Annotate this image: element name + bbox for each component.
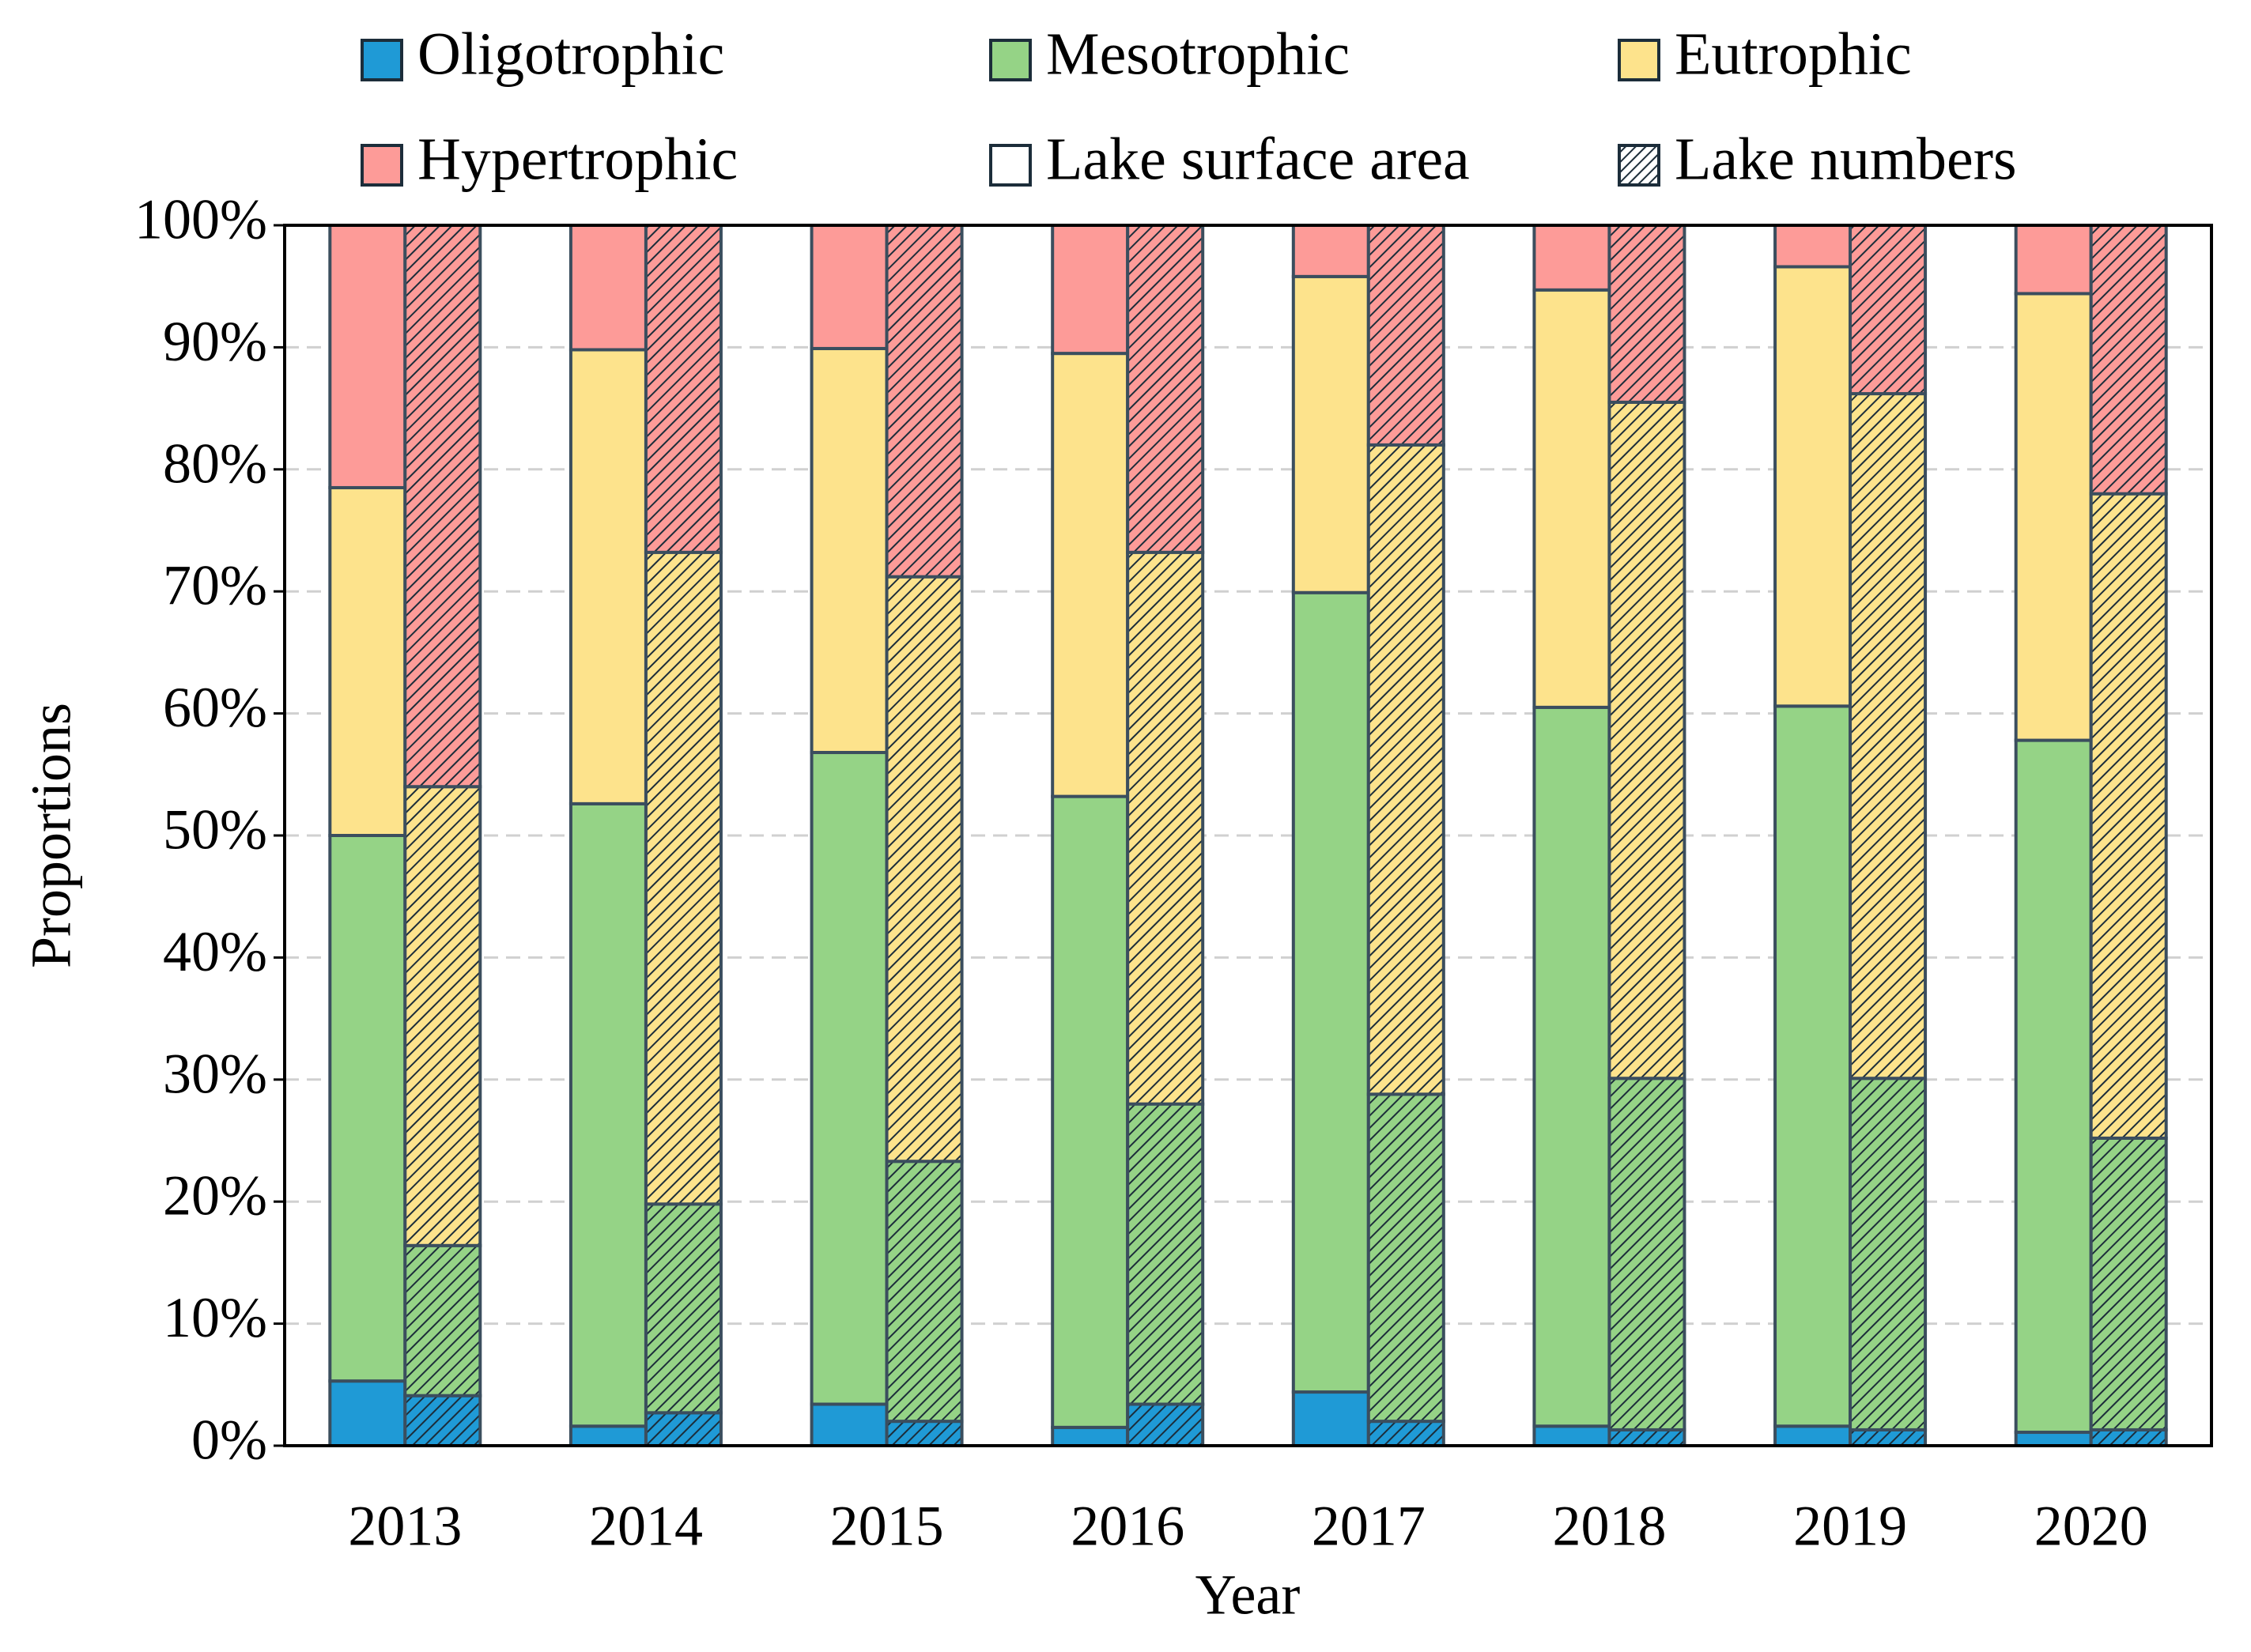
bar-segment [885,224,964,579]
x-tick-label: 2017 [1312,1495,1426,1558]
y-tick-label: 70% [163,554,267,617]
bar-segment [1126,224,1205,554]
bar-segment [403,785,482,1247]
bar-segment [1607,1077,1686,1431]
bar-segment [885,1420,964,1447]
bar-segment [1773,704,1853,1428]
bar-segment [1532,288,1611,709]
bar-segment [810,346,889,755]
bar-segment [2089,1136,2168,1431]
bar-segment [1126,1102,1205,1406]
legend-label: Lake surface area [1046,126,1470,192]
bar-segment [568,348,648,805]
x-axis-title: Year [1195,1563,1301,1627]
y-tick-label: 100% [134,188,267,251]
bar-segment [328,1379,407,1447]
y-axis-title: Proportions [20,703,83,968]
bar-segment [2089,224,2168,496]
bar-segment [1126,550,1205,1106]
bar-segment [403,1394,482,1448]
bar-segment [2014,738,2093,1435]
legend-label: Eutrophic [1675,21,1912,87]
bar-segment [1051,1425,1130,1447]
bar-segment [1126,1402,1205,1448]
legend-swatch [1618,39,1660,81]
bar-segment [1532,705,1611,1428]
bar-segment [1849,224,1928,396]
x-tick-label: 2013 [348,1495,462,1558]
y-tick-label: 50% [163,798,267,862]
bar-segment [1051,352,1130,798]
bar-segment [2089,492,2168,1140]
bar-segment [1607,1428,1686,1447]
bar-segment [1849,1428,1928,1447]
y-tick-label: 90% [163,310,267,373]
bar-segment [1607,224,1686,404]
bar-segment [403,224,482,789]
bar-segment [1291,274,1370,594]
y-tick-label: 60% [163,676,267,739]
bar-segment [328,834,407,1383]
x-tick-label: 2020 [2034,1495,2148,1558]
bar-segment [1366,1420,1445,1447]
bar-segment [1366,224,1445,447]
bar-segment [1051,794,1130,1429]
bar-segment [568,801,648,1428]
bar-segment [1366,1092,1445,1424]
x-tick-label: 2014 [589,1495,703,1558]
bar-segment [1532,224,1611,292]
bar-segment [1291,590,1370,1394]
bar-segment [1366,443,1445,1096]
legend-label: Oligotrophic [417,21,724,87]
bar-segment [644,550,723,1206]
bar-segment [2014,224,2093,296]
y-tick-label: 0% [191,1409,267,1472]
bar-segment [885,1160,964,1424]
bar-segment [1773,265,1853,708]
bar-segment [885,575,964,1164]
x-tick-label: 2015 [830,1495,944,1558]
y-tick-label: 20% [163,1164,267,1228]
x-tick-label: 2016 [1071,1495,1184,1558]
bar-segment [328,224,407,489]
legend-swatch [989,39,1032,81]
bar-segment [328,485,407,838]
legend-swatch [361,39,403,81]
bar-segment [1849,1077,1928,1431]
y-tick-label: 40% [163,920,267,983]
x-tick-label: 2019 [1793,1495,1907,1558]
bar-segment [568,1424,648,1448]
bar-segment [810,751,889,1406]
legend-label: Lake numbers [1675,126,2017,192]
bar-segment [2014,1431,2093,1447]
y-tick-label: 10% [163,1286,267,1349]
bar-segment [1291,224,1370,278]
bar-segment [810,1402,889,1448]
bar-segment [810,224,889,350]
bar-segment [1291,1390,1370,1447]
bar-segment [644,1202,723,1415]
bar-segment [1532,1424,1611,1448]
legend-swatch [1618,144,1660,187]
bar-segment [1849,392,1928,1081]
bar-segment [1773,224,1853,269]
legend-label: Mesotrophic [1046,21,1350,87]
y-tick-label: 80% [163,432,267,495]
bar-segment [644,1411,723,1448]
bar-segment [568,224,648,352]
bar-segment [2089,1428,2168,1447]
bar-segment [1773,1424,1853,1448]
x-tick-label: 2018 [1552,1495,1666,1558]
legend-swatch [989,144,1032,187]
plot-frame [283,224,2213,1447]
bar-segment [644,224,723,554]
bar-segment [403,1243,482,1397]
y-tick-label: 30% [163,1042,267,1105]
bar-segment [2014,292,2093,742]
legend-swatch [361,144,403,187]
legend-label: Hypertrophic [417,126,738,192]
bar-segment [1607,400,1686,1081]
bar-segment [1051,224,1130,356]
